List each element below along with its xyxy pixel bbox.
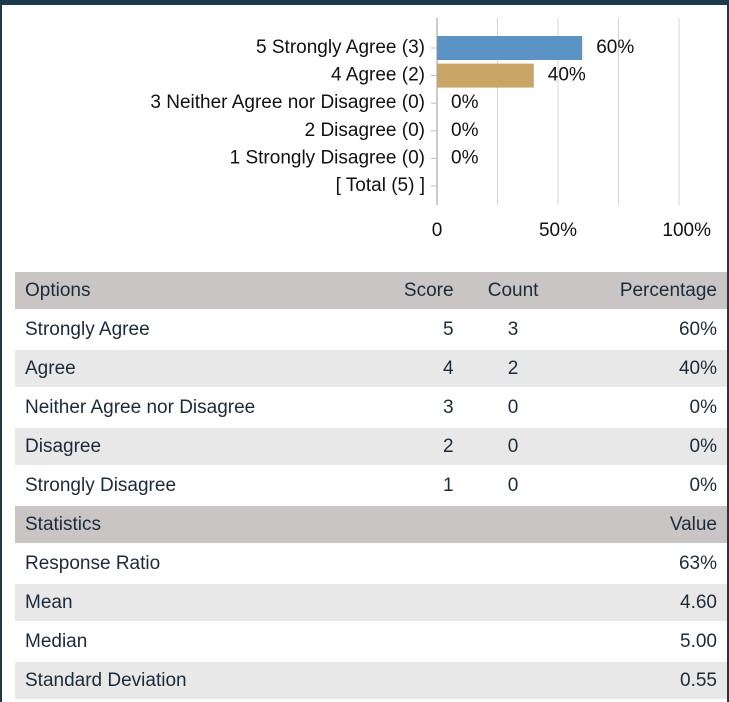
- table-cell: 5.00: [562, 622, 727, 662]
- chart: 0 50% 100% 5 Strongly Agree (3) 60% 4 Agree (…: [150, 18, 711, 241]
- table-cell: Count: [463, 272, 563, 311]
- table-row: Mean 4.60: [15, 583, 727, 623]
- category-label: [ Total (5) ]: [336, 175, 425, 196]
- value-label: 60%: [596, 37, 634, 58]
- table-cell: Agree: [15, 349, 366, 389]
- bar: [437, 36, 583, 60]
- table-cell: Neither Agree nor Disagree: [15, 388, 366, 428]
- table-row: Disagree 2 0 0%: [15, 427, 727, 467]
- table-cell: 0: [463, 466, 563, 506]
- table-cell: 60%: [562, 310, 727, 350]
- category-label: 3 Neither Agree nor Disagree (0): [150, 92, 425, 113]
- x-tick-label: 0: [432, 220, 443, 241]
- table-cell: 3: [365, 388, 464, 428]
- table-row: Median 5.00: [15, 622, 727, 662]
- table-cell: Disagree: [15, 427, 366, 467]
- table-cell: Options: [15, 272, 366, 311]
- table-cell: 2: [365, 427, 464, 467]
- table-cell: 4: [365, 349, 464, 389]
- table-row: Standard Deviation 0.55: [15, 661, 727, 701]
- table-cell: Score: [365, 272, 464, 311]
- value-label: 0%: [451, 92, 479, 113]
- table-cell: Standard Deviation: [15, 661, 563, 701]
- table-cell: 3: [463, 310, 563, 350]
- category-label: 4 Agree (2): [331, 65, 425, 86]
- table-cell: 0: [463, 388, 563, 428]
- table-cell: 63%: [562, 544, 727, 584]
- table-row: Neither Agree nor Disagree 3 0 0%: [15, 388, 727, 428]
- x-tick-label: 100%: [662, 220, 711, 241]
- bar: [437, 63, 534, 88]
- category-label: 2 Disagree (0): [305, 120, 425, 141]
- table-row: Strongly Disagree 1 0 0%: [15, 466, 727, 506]
- table-cell: 2: [463, 349, 563, 389]
- table-cell: Strongly Agree: [15, 310, 366, 350]
- table-cell: 0: [463, 427, 563, 467]
- table-cell: Value: [562, 505, 727, 545]
- value-label: 0%: [451, 120, 479, 141]
- category-label: 1 Strongly Disagree (0): [230, 147, 425, 168]
- table-cell: 0%: [562, 466, 727, 506]
- table-cell: 1: [365, 466, 464, 506]
- table-row: Response Ratio 63%: [15, 544, 727, 584]
- table-row: Options Score Count Percentage: [15, 272, 727, 311]
- category-label: 5 Strongly Agree (3): [256, 37, 425, 58]
- table-row: Strongly Agree 5 3 60%: [15, 310, 727, 350]
- table-cell: Response Ratio: [15, 544, 563, 584]
- value-label: 40%: [548, 65, 586, 86]
- table-cell: 5: [365, 310, 464, 350]
- table-cell: Percentage: [562, 272, 727, 311]
- table-cell: Mean: [15, 583, 563, 623]
- table-cell: 0%: [562, 388, 727, 428]
- table-row: Agree 4 2 40%: [15, 349, 727, 389]
- table-cell: 4.60: [562, 583, 727, 623]
- table-cell: 40%: [562, 349, 727, 389]
- table-cell: 0%: [562, 427, 727, 467]
- table-cell: 0.55: [562, 661, 727, 701]
- table-cell: Median: [15, 622, 563, 662]
- table-cell: Strongly Disagree: [15, 466, 366, 506]
- value-label: 0%: [451, 147, 479, 168]
- table-row: Statistics Value: [15, 505, 727, 545]
- x-tick-label: 50%: [539, 220, 577, 241]
- results-table: Options Score Count Percentage Strongly Agre…: [15, 272, 727, 701]
- table-cell: Statistics: [15, 505, 563, 545]
